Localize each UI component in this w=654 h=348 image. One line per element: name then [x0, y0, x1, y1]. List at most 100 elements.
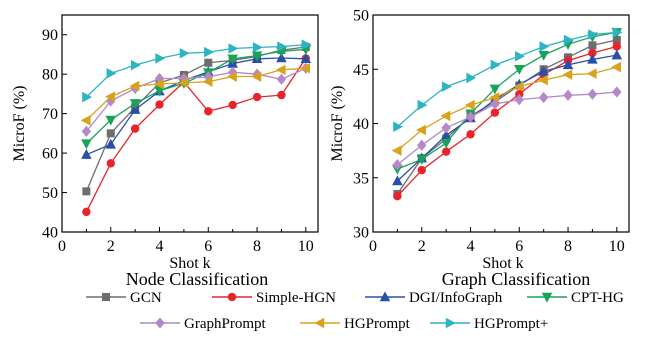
legend-item-gcn: GCN: [86, 290, 162, 306]
series-hgprompt: [82, 39, 312, 103]
data-point-hgprompt: [252, 42, 263, 53]
data-point-simple-hgn: [277, 90, 286, 100]
legend-label: DGI/InfoGraph: [409, 290, 503, 306]
data-point-hgprompt: [563, 34, 574, 46]
series-hgprompt: [391, 61, 622, 156]
data-point-hgprompt: [513, 81, 524, 92]
data-point-hgprompt: [539, 41, 550, 52]
legend-label: GCN: [130, 290, 162, 306]
legend-marker: [379, 291, 391, 302]
chart-panel-2: 0 2 4 6 8 10 30 35 40 45 50 Shot k MicroF (%) Graph C…: [329, 8, 630, 289]
plot-frame: [61, 14, 319, 233]
data-point-hgprompt: [155, 53, 166, 64]
data-point-hgprompt: [515, 50, 525, 62]
y-tick-label: 80: [42, 67, 58, 84]
data-point-gcn: [106, 129, 115, 138]
data-point-hgprompt: [301, 39, 312, 50]
data-point-dgi-infograph: [587, 53, 598, 64]
data-point-dgi-infograph: [538, 65, 549, 76]
data-point-graphprompt: [81, 125, 92, 138]
data-point-hgprompt: [105, 91, 115, 102]
data-point-hgprompt: [153, 78, 164, 90]
chart-title: Node Classification: [126, 269, 268, 289]
data-point-graphprompt: [612, 86, 622, 98]
y-tick-label: 70: [42, 106, 58, 123]
data-point-hgprompt: [227, 71, 237, 82]
y-tick-label: 50: [42, 185, 58, 202]
data-point-hgprompt: [82, 91, 93, 103]
data-point-graphprompt: [441, 122, 451, 134]
series-gcn: [82, 42, 310, 196]
data-point-simple-hgn: [130, 124, 140, 133]
data-point-simple-hgn: [393, 191, 402, 201]
data-point-hgprompt: [106, 68, 117, 79]
data-point-hgprompt: [80, 115, 91, 126]
legend-item-dgi-infograph: DGI/InfoGraph: [365, 290, 503, 306]
data-point-graphprompt: [563, 89, 573, 101]
data-point-dgi-infograph: [81, 149, 92, 159]
series-line-graphprompt: [85, 67, 307, 132]
data-point-cpt-hg: [129, 99, 141, 110]
data-point-simple-hgn: [441, 147, 451, 156]
data-point-hgprompt: [562, 69, 573, 80]
x-tick-label: 8: [253, 238, 261, 255]
data-point-cpt-hg: [251, 51, 263, 62]
data-point-dgi-infograph: [300, 53, 312, 63]
y-axis-label: MicroF (%): [11, 86, 28, 162]
y-tick-label: 60: [42, 146, 58, 163]
data-point-dgi-infograph: [276, 52, 287, 63]
x-tick-label: 10: [609, 238, 625, 255]
data-point-dgi-infograph: [562, 59, 574, 70]
y-tick-label: 30: [353, 225, 369, 242]
data-point-graphprompt: [465, 111, 476, 123]
data-point-gcn: [204, 58, 213, 67]
x-tick-label: 4: [467, 238, 475, 255]
series-line-gcn: [85, 46, 306, 192]
data-point-cpt-hg: [416, 155, 428, 165]
data-point-graphprompt: [417, 139, 427, 151]
legend-marker: [445, 317, 456, 329]
data-point-cpt-hg: [227, 54, 238, 65]
data-point-cpt-hg: [538, 50, 549, 61]
y-axis-label: MicroF (%): [329, 86, 346, 162]
legend-label: HGPrompt+: [474, 316, 548, 332]
y-tick-label: 40: [353, 116, 369, 133]
series-line-hgprompt: [85, 67, 306, 121]
data-point-graphprompt: [392, 159, 403, 171]
series-line-simple-hgn: [396, 45, 617, 197]
data-point-simple-hgn: [228, 100, 237, 110]
legend-label: Simple-HGN: [256, 290, 336, 306]
data-point-hgprompt: [179, 48, 190, 59]
y-tick-label: 50: [353, 8, 369, 25]
data-point-hgprompt: [228, 43, 239, 54]
data-point-hgprompt: [611, 61, 622, 73]
x-tick-label: 2: [418, 238, 426, 255]
data-point-gcn: [82, 187, 91, 196]
series-graphprompt: [392, 86, 622, 171]
data-point-hgprompt: [130, 59, 141, 71]
data-point-simple-hgn: [466, 130, 475, 139]
x-tick-label: 2: [107, 238, 115, 255]
data-point-dgi-infograph: [129, 104, 141, 114]
legend-label: GraphPrompt: [184, 316, 266, 332]
data-point-hgprompt: [538, 74, 548, 86]
data-point-simple-hgn: [204, 107, 213, 116]
x-tick-label: 8: [564, 238, 572, 255]
data-point-simple-hgn: [106, 159, 115, 168]
data-point-cpt-hg: [489, 84, 501, 95]
data-point-hgprompt: [588, 29, 599, 40]
legend-item-hgprompt: HGPrompt+: [430, 316, 548, 332]
data-point-hgprompt: [300, 62, 311, 74]
data-point-hgprompt: [490, 59, 501, 71]
data-point-dgi-infograph: [611, 49, 623, 60]
data-point-graphprompt: [538, 91, 549, 104]
y-tick-label: 40: [42, 225, 58, 242]
data-point-simple-hgn: [252, 92, 262, 102]
data-point-graphprompt: [514, 94, 525, 106]
series-line-gcn: [396, 39, 617, 195]
data-point-simple-hgn: [155, 100, 164, 109]
data-point-hgprompt: [277, 41, 288, 52]
legend-marker: [227, 292, 237, 302]
series-hgprompt: [393, 27, 623, 133]
